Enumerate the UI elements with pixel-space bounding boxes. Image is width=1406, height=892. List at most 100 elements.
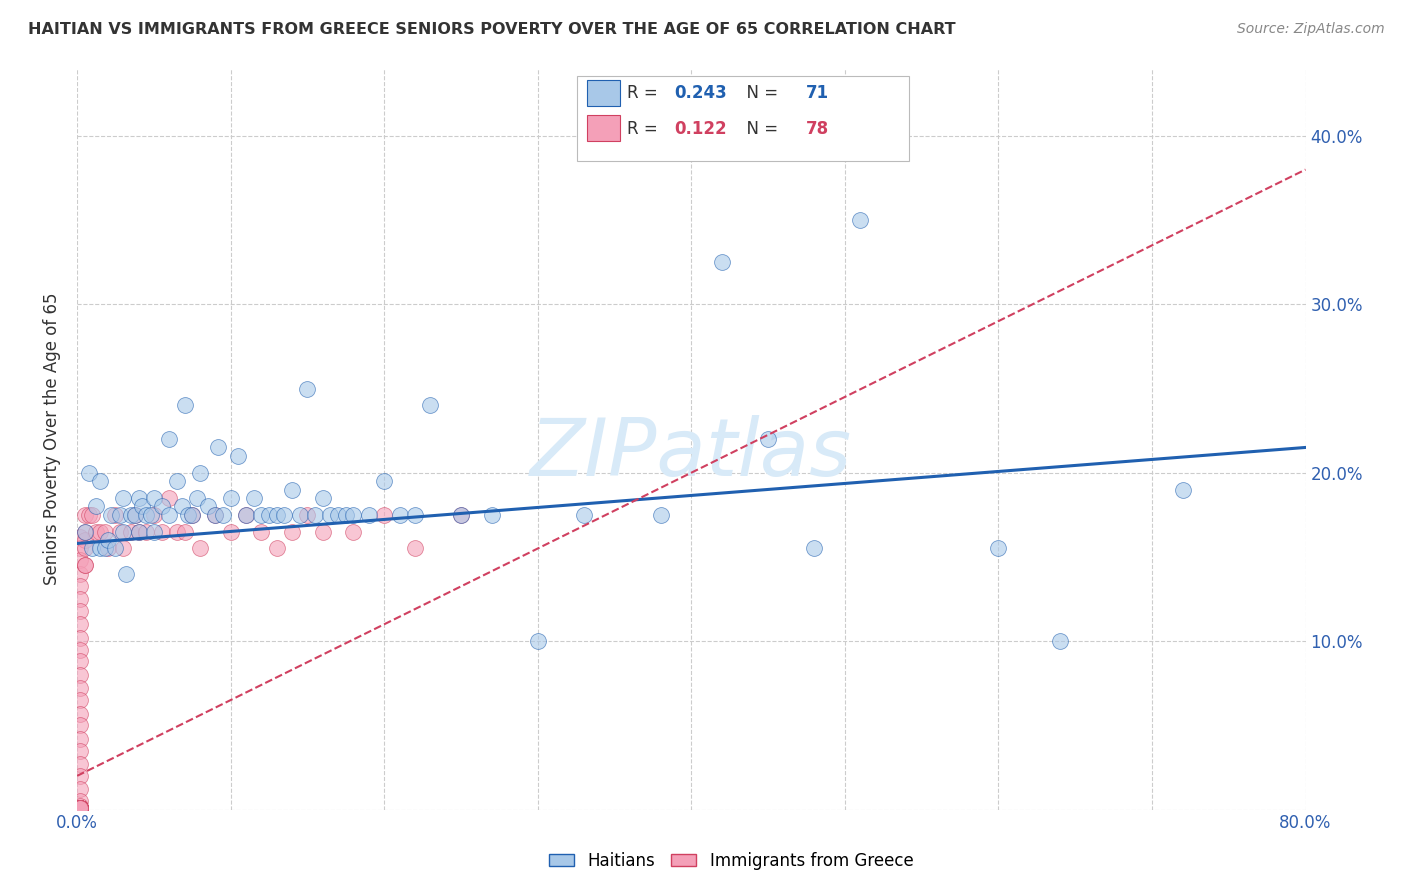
Y-axis label: Seniors Poverty Over the Age of 65: Seniors Poverty Over the Age of 65 [44, 293, 60, 585]
Point [84, 524, 107, 539]
Point [219, 491, 242, 505]
Point [124, 508, 146, 522]
Point [388, 508, 411, 522]
Point [756, 432, 779, 446]
Point [404, 508, 426, 522]
Point [135, 524, 157, 539]
Point [69, 801, 91, 815]
Point [173, 524, 195, 539]
Text: 0.243: 0.243 [673, 84, 727, 102]
Point [69, 681, 91, 696]
Point [69, 578, 91, 592]
Point [69, 693, 91, 707]
Text: N =: N = [735, 84, 783, 102]
Point [139, 508, 162, 522]
Point [204, 508, 226, 522]
Point [242, 491, 264, 505]
Point [849, 213, 872, 227]
Point [450, 508, 472, 522]
Point [373, 508, 395, 522]
Point [204, 508, 226, 522]
Point [404, 541, 426, 556]
Point [69, 706, 91, 721]
Point [104, 541, 127, 556]
Point [803, 541, 825, 556]
Point [115, 566, 138, 581]
Point [69, 801, 91, 815]
Text: 71: 71 [806, 84, 828, 102]
Point [97, 541, 120, 556]
Point [419, 398, 441, 412]
Legend: Haitians, Immigrants from Greece: Haitians, Immigrants from Greece [543, 846, 920, 877]
Point [79, 466, 101, 480]
Point [250, 508, 273, 522]
Point [304, 508, 326, 522]
Point [69, 718, 91, 732]
Point [69, 617, 91, 632]
Point [142, 508, 165, 522]
Point [266, 508, 288, 522]
Point [82, 508, 104, 522]
Point [135, 508, 157, 522]
Point [312, 491, 335, 505]
Point [212, 508, 235, 522]
Point [69, 801, 91, 815]
Point [357, 508, 380, 522]
Point [266, 541, 288, 556]
Point [526, 634, 548, 648]
Point [120, 524, 142, 539]
Point [250, 524, 273, 539]
Point [73, 533, 96, 547]
Text: ZIPatlas: ZIPatlas [530, 415, 852, 493]
Bar [586, 79, 620, 105]
Point [181, 508, 204, 522]
Point [73, 558, 96, 573]
Point [481, 508, 503, 522]
Point [157, 491, 180, 505]
Point [297, 382, 319, 396]
Point [650, 508, 672, 522]
Point [166, 474, 188, 488]
Point [197, 500, 219, 514]
Point [157, 432, 180, 446]
Point [69, 801, 91, 815]
Point [73, 558, 96, 573]
Point [69, 801, 91, 815]
Point [326, 508, 349, 522]
Point [84, 500, 107, 514]
Point [69, 801, 91, 815]
Bar [576, 76, 908, 161]
Point [89, 474, 111, 488]
Text: R =: R = [627, 84, 664, 102]
Point [69, 604, 91, 618]
Point [108, 524, 131, 539]
Point [112, 524, 135, 539]
Point [69, 801, 91, 815]
Point [373, 474, 395, 488]
Point [128, 524, 150, 539]
Point [450, 508, 472, 522]
Point [89, 524, 111, 539]
Point [157, 508, 180, 522]
Point [69, 631, 91, 645]
Point [711, 255, 734, 269]
Point [79, 508, 101, 522]
Point [1049, 634, 1071, 648]
Point [69, 541, 91, 556]
Point [69, 801, 91, 815]
Point [128, 524, 150, 539]
Point [69, 801, 91, 815]
Point [69, 668, 91, 682]
Point [257, 508, 280, 522]
Point [82, 541, 104, 556]
Point [69, 769, 91, 783]
Point [335, 508, 357, 522]
Text: HAITIAN VS IMMIGRANTS FROM GREECE SENIORS POVERTY OVER THE AGE OF 65 CORRELATION: HAITIAN VS IMMIGRANTS FROM GREECE SENIOR… [28, 22, 956, 37]
Point [73, 524, 96, 539]
Point [273, 508, 295, 522]
Point [281, 483, 304, 497]
Point [128, 491, 150, 505]
Point [69, 801, 91, 815]
Point [69, 799, 91, 814]
Point [69, 801, 91, 815]
